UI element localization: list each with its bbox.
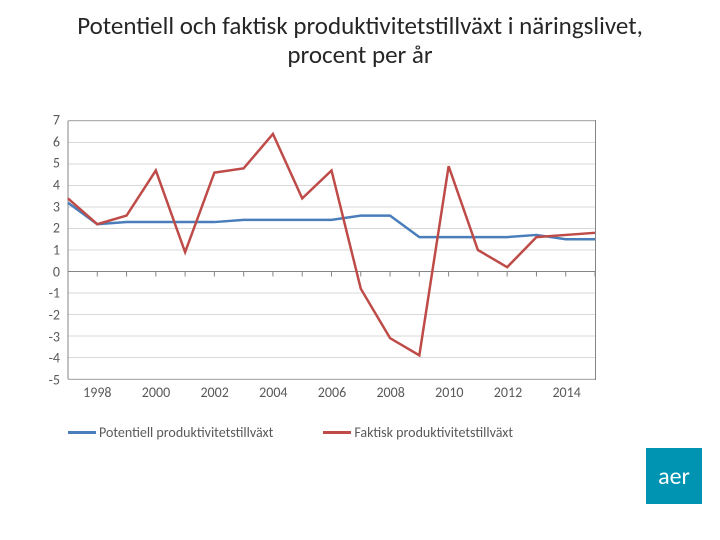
x-tick-label: 2004 bbox=[259, 384, 287, 401]
x-tick-label: 2000 bbox=[142, 384, 170, 401]
plot-area bbox=[68, 120, 596, 380]
x-axis-labels: 1998 2000 2002 2004 2006 2008 2010 2012 2014 bbox=[68, 384, 596, 404]
series-line bbox=[68, 203, 595, 240]
y-tick-label: 0 bbox=[53, 263, 60, 280]
y-tick-label: 5 bbox=[53, 155, 60, 172]
page-title: Potentiell och faktisk produktivitetstil… bbox=[0, 0, 720, 78]
legend-swatch bbox=[323, 431, 351, 434]
x-tick-label: 2014 bbox=[552, 384, 580, 401]
y-axis-labels: 76543210-1-2-3-4-5 bbox=[36, 120, 64, 380]
legend: Potentiell produktivitetstillväxt Faktisk… bbox=[68, 420, 596, 444]
legend-swatch bbox=[68, 431, 96, 434]
x-tick-label: 2006 bbox=[318, 384, 346, 401]
legend-label: Faktisk produktivitetstillväxt bbox=[354, 424, 513, 441]
y-tick-label: 3 bbox=[53, 198, 60, 215]
y-tick-label: -3 bbox=[49, 328, 60, 345]
legend-label: Potentiell produktivitetstillväxt bbox=[99, 424, 273, 441]
y-tick-label: 1 bbox=[53, 242, 60, 259]
y-tick-label: 6 bbox=[53, 133, 60, 150]
y-tick-label: -2 bbox=[49, 307, 60, 324]
x-tick-label: 2002 bbox=[200, 384, 228, 401]
line-chart: 76543210-1-2-3-4-5 199820002002200420062… bbox=[36, 120, 596, 450]
legend-item: Potentiell produktivitetstillväxt bbox=[68, 424, 273, 441]
chart-svg bbox=[68, 121, 595, 379]
logo-text: aer bbox=[658, 462, 690, 491]
logo: aer bbox=[646, 448, 702, 504]
y-tick-label: 7 bbox=[53, 112, 60, 129]
legend-item: Faktisk produktivitetstillväxt bbox=[323, 424, 513, 441]
y-tick-label: -1 bbox=[49, 285, 60, 302]
x-tick-label: 1998 bbox=[83, 384, 111, 401]
y-tick-label: -5 bbox=[49, 372, 60, 389]
x-tick-label: 2008 bbox=[376, 384, 404, 401]
x-tick-label: 2012 bbox=[494, 384, 522, 401]
y-tick-label: 2 bbox=[53, 220, 60, 237]
y-tick-label: 4 bbox=[53, 177, 60, 194]
y-tick-label: -4 bbox=[49, 350, 60, 367]
x-tick-label: 2010 bbox=[435, 384, 463, 401]
series-line bbox=[68, 134, 595, 355]
